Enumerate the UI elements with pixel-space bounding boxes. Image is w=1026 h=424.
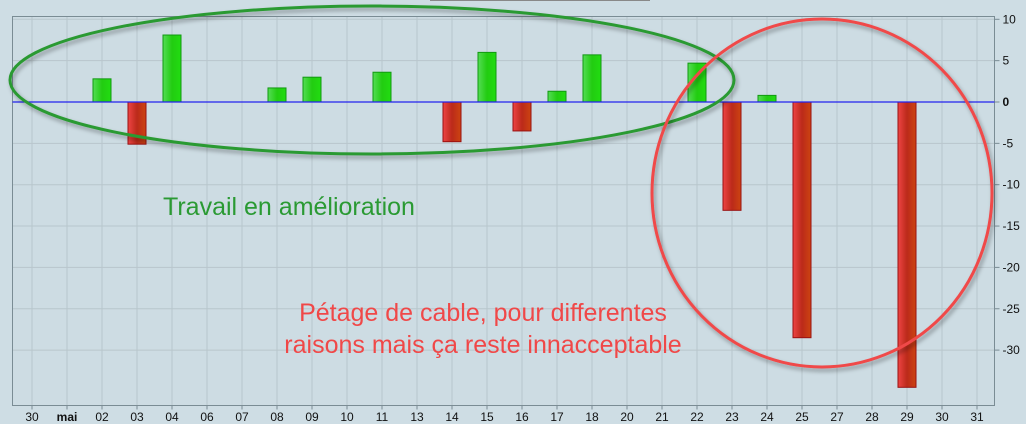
x-tick-label: 23 bbox=[725, 410, 739, 424]
x-tick-label: 04 bbox=[165, 410, 179, 424]
y-tick-label: -5 bbox=[1003, 136, 1014, 150]
x-tick-label: 03 bbox=[130, 410, 144, 424]
x-tick-label: 15 bbox=[480, 410, 494, 424]
x-tick-label: 29 bbox=[900, 410, 914, 424]
y-axis: 10 5 0 -5 -10 -15 -20 -25 -30 bbox=[994, 12, 1021, 357]
y-tick-label: -25 bbox=[1003, 302, 1021, 316]
green-ellipse-annotation bbox=[8, 4, 736, 156]
x-tick-label: 02 bbox=[95, 410, 109, 424]
y-tick-label: 10 bbox=[1003, 12, 1017, 26]
y-tick-label: -10 bbox=[1003, 178, 1021, 192]
x-tick-label: 17 bbox=[550, 410, 564, 424]
x-tick-label: 30 bbox=[25, 410, 39, 424]
x-tick-label: 31 bbox=[970, 410, 984, 424]
x-tick-label: 25 bbox=[795, 410, 809, 424]
annotation-improvement: Travail en amélioration bbox=[163, 193, 415, 221]
x-tick-label: 13 bbox=[410, 410, 424, 424]
bar-08 bbox=[267, 87, 287, 103]
bar-15 bbox=[477, 51, 497, 103]
bar-17 bbox=[547, 90, 567, 103]
y-tick-label: -30 bbox=[1003, 343, 1021, 357]
x-tick-label: 30 bbox=[935, 410, 949, 424]
x-tick-label: 08 bbox=[270, 410, 284, 424]
annotation-cable-line2: raisons mais ça reste innacceptable bbox=[284, 331, 681, 359]
x-tick-label: 20 bbox=[620, 410, 634, 424]
bar-04 bbox=[162, 34, 182, 103]
x-axis: 30 mai 02 03 04 06 07 08 09 10 11 13 14 15 16 17 18 20 21 2… bbox=[25, 405, 984, 424]
red-circle-annotation bbox=[650, 17, 994, 369]
x-tick-label: 09 bbox=[305, 410, 319, 424]
x-tick-label: 27 bbox=[830, 410, 844, 424]
x-tick-label: 28 bbox=[865, 410, 879, 424]
bar-09 bbox=[302, 76, 322, 103]
x-tick-label: 11 bbox=[376, 410, 389, 424]
bar-25 bbox=[792, 101, 812, 339]
bar-24 bbox=[757, 94, 777, 103]
y-tick-label: -15 bbox=[1003, 219, 1021, 233]
bar-02 bbox=[92, 78, 112, 103]
x-tick-label: 07 bbox=[235, 410, 249, 424]
x-tick-label: 21 bbox=[655, 410, 669, 424]
y-tick-label: -20 bbox=[1003, 260, 1021, 274]
bar-16 bbox=[512, 101, 532, 132]
bars bbox=[92, 34, 917, 388]
x-tick-label: 14 bbox=[445, 410, 459, 424]
x-tick-label: 18 bbox=[585, 410, 599, 424]
x-tick-label: mai bbox=[57, 410, 78, 424]
y-tick-label: 5 bbox=[1003, 54, 1010, 68]
x-tick-label: 06 bbox=[200, 410, 214, 424]
x-tick-label: 16 bbox=[515, 410, 529, 424]
bar-23 bbox=[722, 101, 742, 211]
x-tick-label: 10 bbox=[340, 410, 354, 424]
annotation-cable-line1: Pétage de cable, pour differentes bbox=[299, 299, 667, 327]
x-tick-label: 22 bbox=[690, 410, 704, 424]
x-tick-label: 24 bbox=[760, 410, 774, 424]
bar-11 bbox=[372, 71, 392, 103]
plot-frame bbox=[12, 16, 995, 406]
y-tick-label: 0 bbox=[1003, 95, 1010, 109]
bar-14 bbox=[442, 101, 462, 143]
bar-18 bbox=[582, 54, 602, 103]
